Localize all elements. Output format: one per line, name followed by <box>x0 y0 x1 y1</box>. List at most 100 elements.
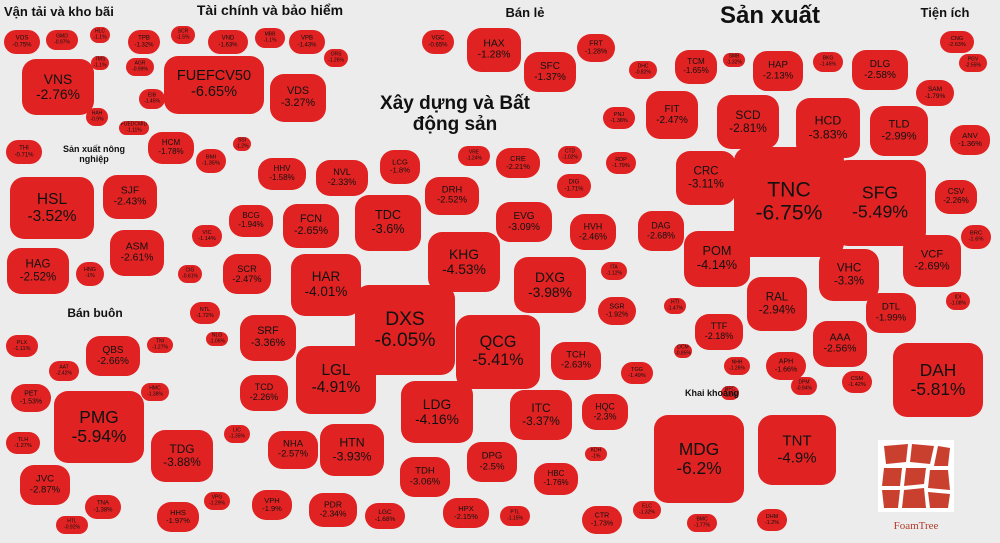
tile-nha[interactable]: NHA -2.57% <box>268 431 318 469</box>
tile-vhc[interactable]: VHC -3.3% <box>819 249 879 301</box>
tile-lcg[interactable]: LCG -1.8% <box>380 150 420 184</box>
tile-sfg[interactable]: SFG -5.49% <box>834 160 926 246</box>
tile-hbc[interactable]: HBC -1.76% <box>534 463 578 495</box>
tile-vns[interactable]: VNS -2.76% <box>22 59 94 115</box>
tile-scr[interactable]: SCR -2.47% <box>223 254 271 294</box>
tile-htl[interactable]: HTL -0.92% <box>56 516 88 534</box>
tile-ral[interactable]: RAL -2.94% <box>747 277 807 331</box>
tile-hpx[interactable]: HPX -2.15% <box>443 498 489 528</box>
tile-nhh[interactable]: NHH -1.26% <box>724 357 750 375</box>
tile-tcd[interactable]: TCD -2.26% <box>240 375 288 411</box>
tile-eib[interactable]: EIB -1.45% <box>139 89 165 109</box>
tile-ors[interactable]: ORS -1.26% <box>324 49 348 67</box>
tile-hag[interactable]: HAG -2.52% <box>7 248 69 294</box>
tile-qcg[interactable]: QCG -5.41% <box>456 315 540 389</box>
tile-dxg[interactable]: DXG -3.98% <box>514 257 586 313</box>
tile-cng[interactable]: CNG -2.63% <box>940 31 974 53</box>
tile-asm[interactable]: ASM -2.61% <box>110 230 164 276</box>
tile-tdc[interactable]: TDC -3.6% <box>355 195 421 251</box>
tile-tld[interactable]: TLD -2.99% <box>870 106 928 156</box>
tile-gmd[interactable]: GMD -0.97% <box>46 30 78 50</box>
tile-smb[interactable]: SMB -1.32% <box>723 53 745 67</box>
tile-bmi[interactable]: BMI -1.35% <box>196 149 226 173</box>
tile-har[interactable]: HAR -4.01% <box>291 254 361 316</box>
tile-rdp[interactable]: RDP -1.79% <box>606 152 636 174</box>
tile-nlg[interactable]: NLG -1.06% <box>206 332 228 346</box>
tile-dhm[interactable]: DHM -1.2% <box>757 509 787 531</box>
tile-hsl[interactable]: HSL -3.52% <box>10 177 94 239</box>
tile-fuedcmid[interactable]: FUEDCMID -1.11% <box>119 121 149 135</box>
tile-pdr[interactable]: PDR -2.34% <box>309 493 357 527</box>
tile-ssi[interactable]: SSI -1.2% <box>233 137 251 151</box>
tile-dpg[interactable]: DPG -2.5% <box>467 442 517 482</box>
tile-tnc[interactable]: TNC -6.75% <box>734 147 844 257</box>
tile-tms[interactable]: TMS -1.1% <box>91 56 109 70</box>
tile-dcm[interactable]: DCM -0.85% <box>674 344 692 358</box>
tile-vpg[interactable]: VPG -1.29% <box>204 492 230 510</box>
tile-mdg[interactable]: MDG -6.2% <box>654 415 744 503</box>
tile-tch[interactable]: TCH -2.63% <box>551 342 601 380</box>
tile-anv[interactable]: ANV -1.36% <box>950 125 990 155</box>
tile-tpb[interactable]: TPB -1.32% <box>128 30 160 54</box>
tile-qbs[interactable]: QBS -2.66% <box>86 336 140 376</box>
tile-tlh[interactable]: TLH -1.27% <box>6 432 40 454</box>
tile-lgc[interactable]: LGC -1.68% <box>365 503 405 529</box>
tile-khg[interactable]: KHG -4.53% <box>428 232 500 292</box>
tile-kdh[interactable]: KDH -1% <box>585 447 607 461</box>
tile-itc[interactable]: ITC -3.37% <box>510 390 572 440</box>
tile-hqc[interactable]: HQC -2.3% <box>582 394 628 430</box>
tile-mbb[interactable]: MBB -1.1% <box>255 28 285 48</box>
tile-tcm[interactable]: TCM -1.65% <box>675 50 717 84</box>
tile-sfc[interactable]: SFC -1.37% <box>524 52 576 92</box>
tile-cig[interactable]: CIG -0.61% <box>178 265 202 283</box>
tile-bmc[interactable]: BMC -1.77% <box>687 514 717 532</box>
tile-hlc[interactable]: HLC -1.1% <box>90 27 110 43</box>
tile-frt[interactable]: FRT -1.28% <box>577 34 615 62</box>
tile-bkg[interactable]: BKG -1.46% <box>813 52 843 72</box>
tile-dlg[interactable]: DLG -2.58% <box>852 50 908 90</box>
tile-plx[interactable]: PLX -1.11% <box>6 335 38 357</box>
tile-elc[interactable]: ELC -1.32% <box>633 501 661 519</box>
tile-evg[interactable]: EVG -3.09% <box>496 202 552 242</box>
tile-idi[interactable]: IDI -1.08% <box>946 292 970 310</box>
tile-vre[interactable]: VRE -1.24% <box>458 146 490 166</box>
tile-csv[interactable]: CSV -2.26% <box>935 180 977 214</box>
tile-nvl[interactable]: NVL -2.33% <box>316 160 368 196</box>
tile-vph[interactable]: VPH -1.9% <box>252 490 292 520</box>
tile-thi[interactable]: THI -0.71% <box>6 140 42 164</box>
tile-ldg[interactable]: LDG -4.16% <box>401 381 473 443</box>
tile-aph[interactable]: APH -1.66% <box>766 352 806 380</box>
tile-pnj[interactable]: PNJ -1.38% <box>603 107 635 129</box>
tile-dig[interactable]: DIG -1.71% <box>557 174 591 198</box>
tile-hvh[interactable]: HVH -2.46% <box>570 214 616 250</box>
tile-scr[interactable]: SCR -1.5% <box>171 26 195 44</box>
tile-pmg[interactable]: PMG -5.94% <box>54 391 144 463</box>
tile-hhs[interactable]: HHS -1.97% <box>157 502 199 532</box>
tile-fuefcv50[interactable]: FUEFCV50 -6.65% <box>164 56 264 114</box>
tile-drh[interactable]: DRH -2.52% <box>425 177 479 215</box>
tile-aaa[interactable]: AAA -2.56% <box>813 321 867 367</box>
tile-ttf[interactable]: TTF -2.18% <box>695 314 743 350</box>
tile-srf[interactable]: SRF -3.36% <box>240 315 296 361</box>
tile-hhv[interactable]: HHV -1.58% <box>258 158 306 190</box>
tile-brc[interactable]: BRC -1.6% <box>961 225 991 249</box>
tile-tna[interactable]: TNA -1.38% <box>85 495 121 519</box>
tile-ctd[interactable]: CTD -1.02% <box>558 146 582 164</box>
tile-vnd[interactable]: VND -1.63% <box>208 30 248 54</box>
tile-aat[interactable]: AAT -2.42% <box>49 361 79 381</box>
tile-crc[interactable]: CRC -3.11% <box>676 151 736 205</box>
tile-tdg[interactable]: TDG -3.88% <box>151 430 213 482</box>
tile-vpb[interactable]: VPB -1.43% <box>289 30 325 54</box>
tile-ptl[interactable]: PTL -1.15% <box>500 506 530 526</box>
tile-hah[interactable]: HAH -0.9% <box>86 108 108 126</box>
tile-tnt[interactable]: TNT -4.9% <box>758 415 836 485</box>
tile-ctr[interactable]: CTR -1.73% <box>582 506 622 534</box>
tile-dtl[interactable]: DTL -1.99% <box>866 293 916 333</box>
tile-vds[interactable]: VDS -3.27% <box>270 74 326 122</box>
tile-pgv[interactable]: PGV -2.55% <box>959 54 987 72</box>
tile-vos[interactable]: VOS -0.75% <box>4 30 40 54</box>
tile-bcg[interactable]: BCG -1.94% <box>229 205 273 237</box>
tile-vgc[interactable]: VGC -0.65% <box>422 30 454 54</box>
tile-tdh[interactable]: TDH -3.06% <box>400 457 450 497</box>
tile-pet[interactable]: PET -1.53% <box>11 384 51 412</box>
